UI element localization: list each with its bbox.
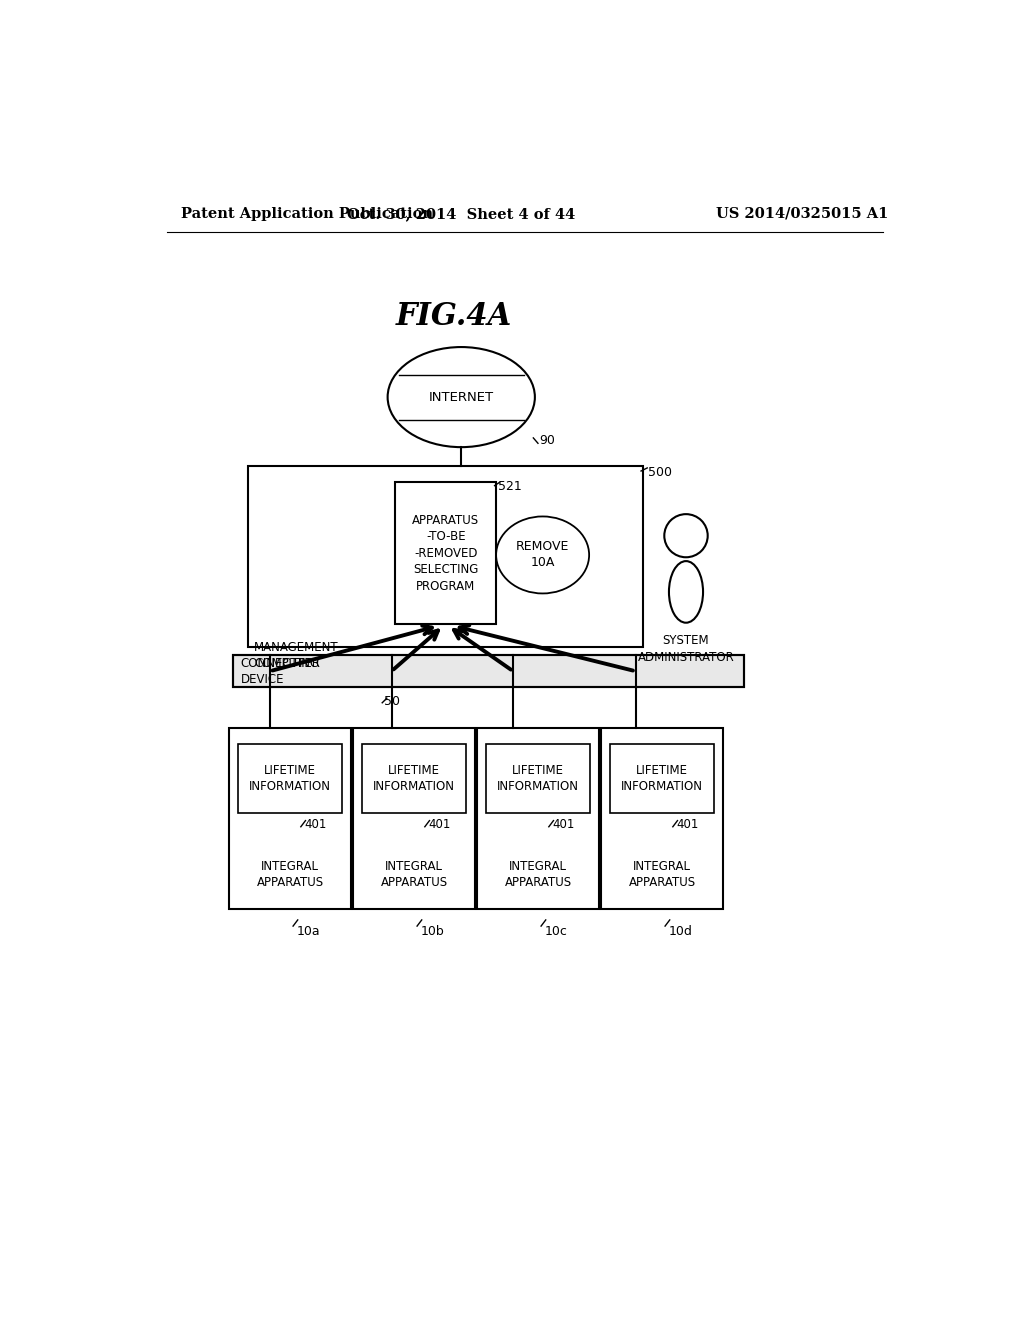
Text: INTEGRAL
APPARATUS: INTEGRAL APPARATUS xyxy=(629,859,695,890)
Text: 10c: 10c xyxy=(544,924,567,937)
Text: 401: 401 xyxy=(304,818,327,832)
Bar xyxy=(610,743,714,813)
Text: Patent Application Publication: Patent Application Publication xyxy=(180,207,433,220)
Text: 521: 521 xyxy=(499,480,522,492)
Text: 10d: 10d xyxy=(669,924,692,937)
Text: 500: 500 xyxy=(648,466,672,479)
Text: LIFETIME
INFORMATION: LIFETIME INFORMATION xyxy=(373,764,455,793)
Text: INTEGRAL
APPARATUS: INTEGRAL APPARATUS xyxy=(256,859,324,890)
Text: INTEGRAL
APPARATUS: INTEGRAL APPARATUS xyxy=(505,859,571,890)
Bar xyxy=(477,729,599,909)
Text: CONNECTING
DEVICE: CONNECTING DEVICE xyxy=(241,657,319,685)
Bar xyxy=(232,655,744,688)
Text: LIFETIME
INFORMATION: LIFETIME INFORMATION xyxy=(621,764,702,793)
Text: Oct. 30, 2014  Sheet 4 of 44: Oct. 30, 2014 Sheet 4 of 44 xyxy=(347,207,575,220)
Text: 10a: 10a xyxy=(296,924,319,937)
Bar xyxy=(395,482,496,624)
Bar xyxy=(232,655,744,688)
Text: INTEGRAL
APPARATUS: INTEGRAL APPARATUS xyxy=(380,859,447,890)
Bar xyxy=(248,466,643,647)
Text: MANAGEMENT
COMPUTER: MANAGEMENT COMPUTER xyxy=(254,642,339,671)
Text: LIFETIME
INFORMATION: LIFETIME INFORMATION xyxy=(249,764,331,793)
Text: 401: 401 xyxy=(552,818,574,832)
Text: LIFETIME
INFORMATION: LIFETIME INFORMATION xyxy=(497,764,579,793)
Ellipse shape xyxy=(496,516,589,594)
Text: 401: 401 xyxy=(676,818,698,832)
Bar xyxy=(486,743,590,813)
Text: APPARATUS
-TO-BE
-REMOVED
SELECTING
PROGRAM: APPARATUS -TO-BE -REMOVED SELECTING PROG… xyxy=(413,513,479,593)
Text: REMOVE
10A: REMOVE 10A xyxy=(516,540,569,569)
Text: 50: 50 xyxy=(384,694,399,708)
Bar xyxy=(352,729,475,909)
Text: FIG.4A: FIG.4A xyxy=(395,301,512,331)
Text: 10b: 10b xyxy=(420,924,444,937)
Bar xyxy=(228,729,351,909)
Text: 401: 401 xyxy=(428,818,451,832)
Text: SYSTEM
ADMINISTRATOR: SYSTEM ADMINISTRATOR xyxy=(638,635,734,664)
Text: 90: 90 xyxy=(539,434,555,447)
Bar xyxy=(238,743,342,813)
Bar xyxy=(362,743,466,813)
Text: INTERNET: INTERNET xyxy=(429,391,494,404)
Text: US 2014/0325015 A1: US 2014/0325015 A1 xyxy=(716,207,889,220)
Bar xyxy=(601,729,723,909)
